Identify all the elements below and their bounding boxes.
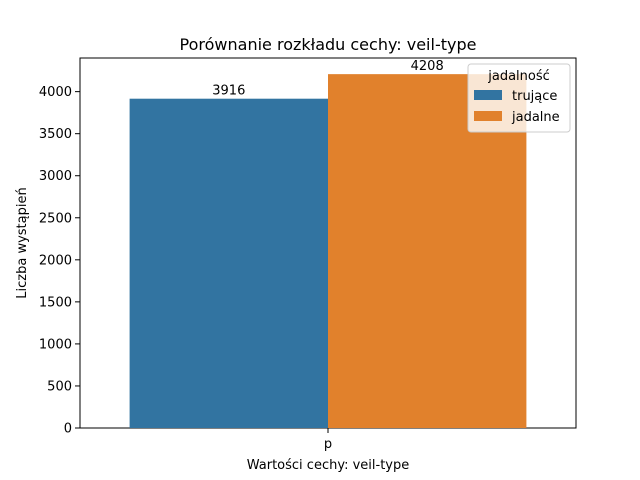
data-labels: 3916 4208 xyxy=(212,59,443,99)
bar-jadalne-p xyxy=(328,74,527,429)
bar-trujące-p xyxy=(129,98,328,428)
y-tick-label: 1000 xyxy=(39,337,72,352)
y-tick-label: 4000 xyxy=(39,85,72,100)
data-label-jadalne: 4208 xyxy=(411,59,444,74)
x-tick-label: p xyxy=(324,437,332,452)
legend-label-jadalne: jadalne xyxy=(511,110,560,125)
y-tick-label: 2500 xyxy=(39,211,72,226)
legend-swatch-trujące xyxy=(474,90,502,100)
y-tick-label: 1500 xyxy=(39,295,72,310)
y-tick-label: 500 xyxy=(47,379,72,394)
legend: jadalność trujące jadalne xyxy=(467,63,571,133)
legend-title: jadalność xyxy=(487,69,550,84)
legend-swatch-jadalne xyxy=(474,111,502,121)
y-tick-label: 2000 xyxy=(39,253,72,268)
y-axis-ticks: 0 500 1000 1500 2000 2500 3000 3500 4000 xyxy=(39,85,80,437)
y-axis-label: Liczba wystąpień xyxy=(15,187,30,298)
x-axis-ticks: p xyxy=(324,428,332,452)
x-axis-label: Wartości cechy: veil-type xyxy=(247,458,410,473)
bars-layer xyxy=(129,74,527,429)
legend-label-trujące: trujące xyxy=(512,89,557,104)
data-label-trujące: 3916 xyxy=(212,84,245,99)
y-tick-label: 3500 xyxy=(39,127,72,142)
chart-title: Porównanie rozkładu cechy: veil-type xyxy=(180,35,477,54)
y-tick-label: 0 xyxy=(64,422,72,437)
y-tick-label: 3000 xyxy=(39,169,72,184)
